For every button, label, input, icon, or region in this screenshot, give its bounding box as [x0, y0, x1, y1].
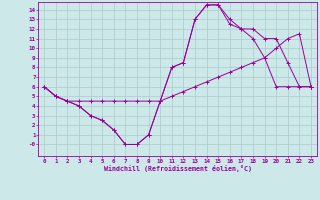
X-axis label: Windchill (Refroidissement éolien,°C): Windchill (Refroidissement éolien,°C) — [104, 165, 252, 172]
